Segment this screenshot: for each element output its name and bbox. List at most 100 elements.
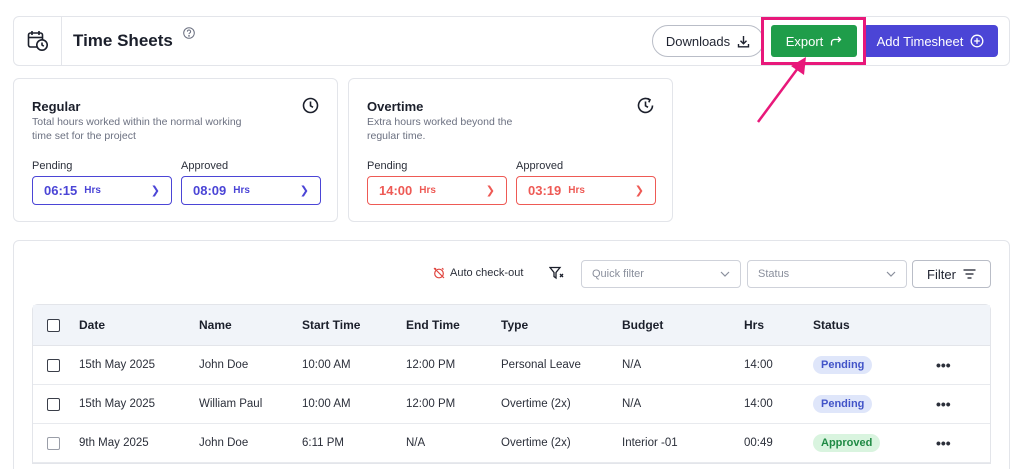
cell-end-time: 12:00 PM [406, 359, 456, 371]
row-checkbox[interactable] [47, 358, 60, 372]
column-header-status: Status [813, 318, 850, 332]
column-header-budget: Budget [622, 318, 664, 332]
chevron-right-icon: ❯ [150, 185, 160, 197]
cell-type: Overtime (2x) [501, 398, 571, 410]
clock-icon [302, 97, 319, 114]
cell-type: Personal Leave [501, 359, 581, 371]
filter-button[interactable]: Filter [912, 260, 991, 288]
overtime-title: Overtime [367, 99, 424, 114]
status-select[interactable]: Status [747, 260, 907, 288]
cell-start-time: 10:00 AM [302, 359, 351, 371]
export-label: Export [785, 33, 824, 49]
quick-filter-placeholder: Quick filter [592, 268, 644, 280]
auto-checkout-label: Auto check-out [450, 267, 524, 279]
chevron-right-icon: ❯ [634, 185, 644, 197]
column-header-date: Date [79, 318, 106, 332]
table-row[interactable]: 9th May 2025 John Doe 6:11 PM N/A Overti… [33, 424, 990, 463]
downloads-button[interactable]: Downloads [652, 25, 764, 57]
cell-end-time: 12:00 PM [406, 398, 456, 410]
overtime-clock-icon [637, 97, 654, 114]
export-arrow-icon [831, 36, 842, 46]
page-title: Time Sheets [73, 31, 173, 50]
column-header-hrs: Hrs [744, 318, 765, 332]
timesheet-calendar-icon [14, 17, 62, 65]
regular-pending-label: Pending [32, 160, 73, 172]
cell-date: 9th May 2025 [79, 437, 149, 449]
cell-date: 15th May 2025 [79, 359, 156, 371]
overtime-pending-box[interactable]: 14:00 Hrs ❯ [367, 176, 507, 205]
timesheet-table: Date Name Start Time End Time Type Budge… [32, 304, 991, 464]
table-header: Date Name Start Time End Time Type Budge… [33, 305, 990, 346]
filter-label: Filter [927, 266, 956, 282]
chevron-down-icon [720, 271, 730, 277]
downloads-label: Downloads [665, 33, 731, 49]
page-header: Time Sheets Downloads Export Add Timeshe… [13, 16, 1010, 66]
chevron-down-icon [886, 271, 896, 277]
cell-hrs: 14:00 [744, 359, 773, 371]
quick-filter-select[interactable]: Quick filter [581, 260, 741, 288]
plus-circle-icon [970, 34, 984, 48]
unit-label: Hrs [419, 185, 436, 196]
column-header-end-time: End Time [406, 318, 460, 332]
overtime-approved-value: 03:19 [528, 183, 562, 198]
cell-type: Overtime (2x) [501, 437, 571, 449]
cell-name: John Doe [199, 359, 249, 371]
table-row[interactable]: 15th May 2025 William Paul 10:00 AM 12:0… [33, 385, 990, 424]
cell-budget: N/A [622, 359, 642, 371]
row-checkbox[interactable] [47, 436, 60, 450]
cell-start-time: 10:00 AM [302, 398, 351, 410]
regular-title: Regular [32, 99, 81, 114]
unit-label: Hrs [233, 185, 250, 196]
regular-pending-value: 06:15 [44, 183, 78, 198]
regular-hours-card: Regular Total hours worked within the no… [13, 78, 338, 222]
cell-name: William Paul [199, 398, 263, 410]
add-timesheet-label: Add Timesheet [876, 33, 964, 49]
select-all-checkbox[interactable] [47, 318, 60, 332]
overtime-hours-card: Overtime Extra hours worked beyond the r… [348, 78, 673, 222]
chevron-right-icon: ❯ [299, 185, 309, 197]
add-timesheet-button[interactable]: Add Timesheet [863, 25, 998, 57]
cell-end-time: N/A [406, 437, 426, 449]
status-badge: Pending [813, 356, 873, 374]
download-icon [737, 35, 750, 48]
help-icon[interactable] [183, 27, 195, 39]
overtime-description: Extra hours worked beyond the regular ti… [367, 116, 513, 142]
regular-approved-value: 08:09 [193, 183, 227, 198]
filter-lines-icon [963, 269, 976, 279]
status-placeholder: Status [758, 268, 790, 280]
column-header-start-time: Start Time [302, 318, 361, 332]
overtime-pending-value: 14:00 [379, 183, 413, 198]
cell-hrs: 14:00 [744, 398, 773, 410]
overtime-approved-label: Approved [516, 160, 564, 172]
more-options-icon[interactable]: ••• [936, 435, 951, 451]
overtime-approved-box[interactable]: 03:19 Hrs ❯ [516, 176, 656, 205]
cell-name: John Doe [199, 437, 249, 449]
more-options-icon[interactable]: ••• [936, 396, 951, 412]
export-button[interactable]: Export [771, 25, 857, 57]
cell-date: 15th May 2025 [79, 398, 156, 410]
table-row[interactable]: 15th May 2025 John Doe 10:00 AM 12:00 PM… [33, 346, 990, 385]
status-badge: Pending [813, 395, 873, 413]
chevron-right-icon: ❯ [485, 185, 495, 197]
alarm-off-icon [433, 267, 445, 279]
cell-start-time: 6:11 PM [302, 437, 344, 449]
overtime-pending-label: Pending [367, 160, 408, 172]
more-options-icon[interactable]: ••• [936, 357, 951, 373]
regular-approved-label: Approved [181, 160, 229, 172]
filter-funnel-icon[interactable] [549, 266, 564, 280]
unit-label: Hrs [84, 185, 101, 196]
pointer-arrow-icon [756, 57, 806, 123]
timesheet-table-card: Auto check-out Quick filter Status Filte… [13, 240, 1010, 469]
export-highlight-box [761, 17, 866, 65]
cell-hrs: 00:49 [744, 437, 773, 449]
column-header-type: Type [501, 318, 529, 332]
regular-approved-box[interactable]: 08:09 Hrs ❯ [181, 176, 321, 205]
row-checkbox[interactable] [47, 397, 60, 411]
unit-label: Hrs [568, 185, 585, 196]
cell-budget: N/A [622, 398, 642, 410]
column-header-name: Name [199, 318, 232, 332]
regular-pending-box[interactable]: 06:15 Hrs ❯ [32, 176, 172, 205]
cell-budget: Interior -01 [622, 437, 678, 449]
auto-checkout-button[interactable]: Auto check-out [433, 267, 523, 279]
regular-description: Total hours worked within the normal wor… [32, 116, 242, 142]
